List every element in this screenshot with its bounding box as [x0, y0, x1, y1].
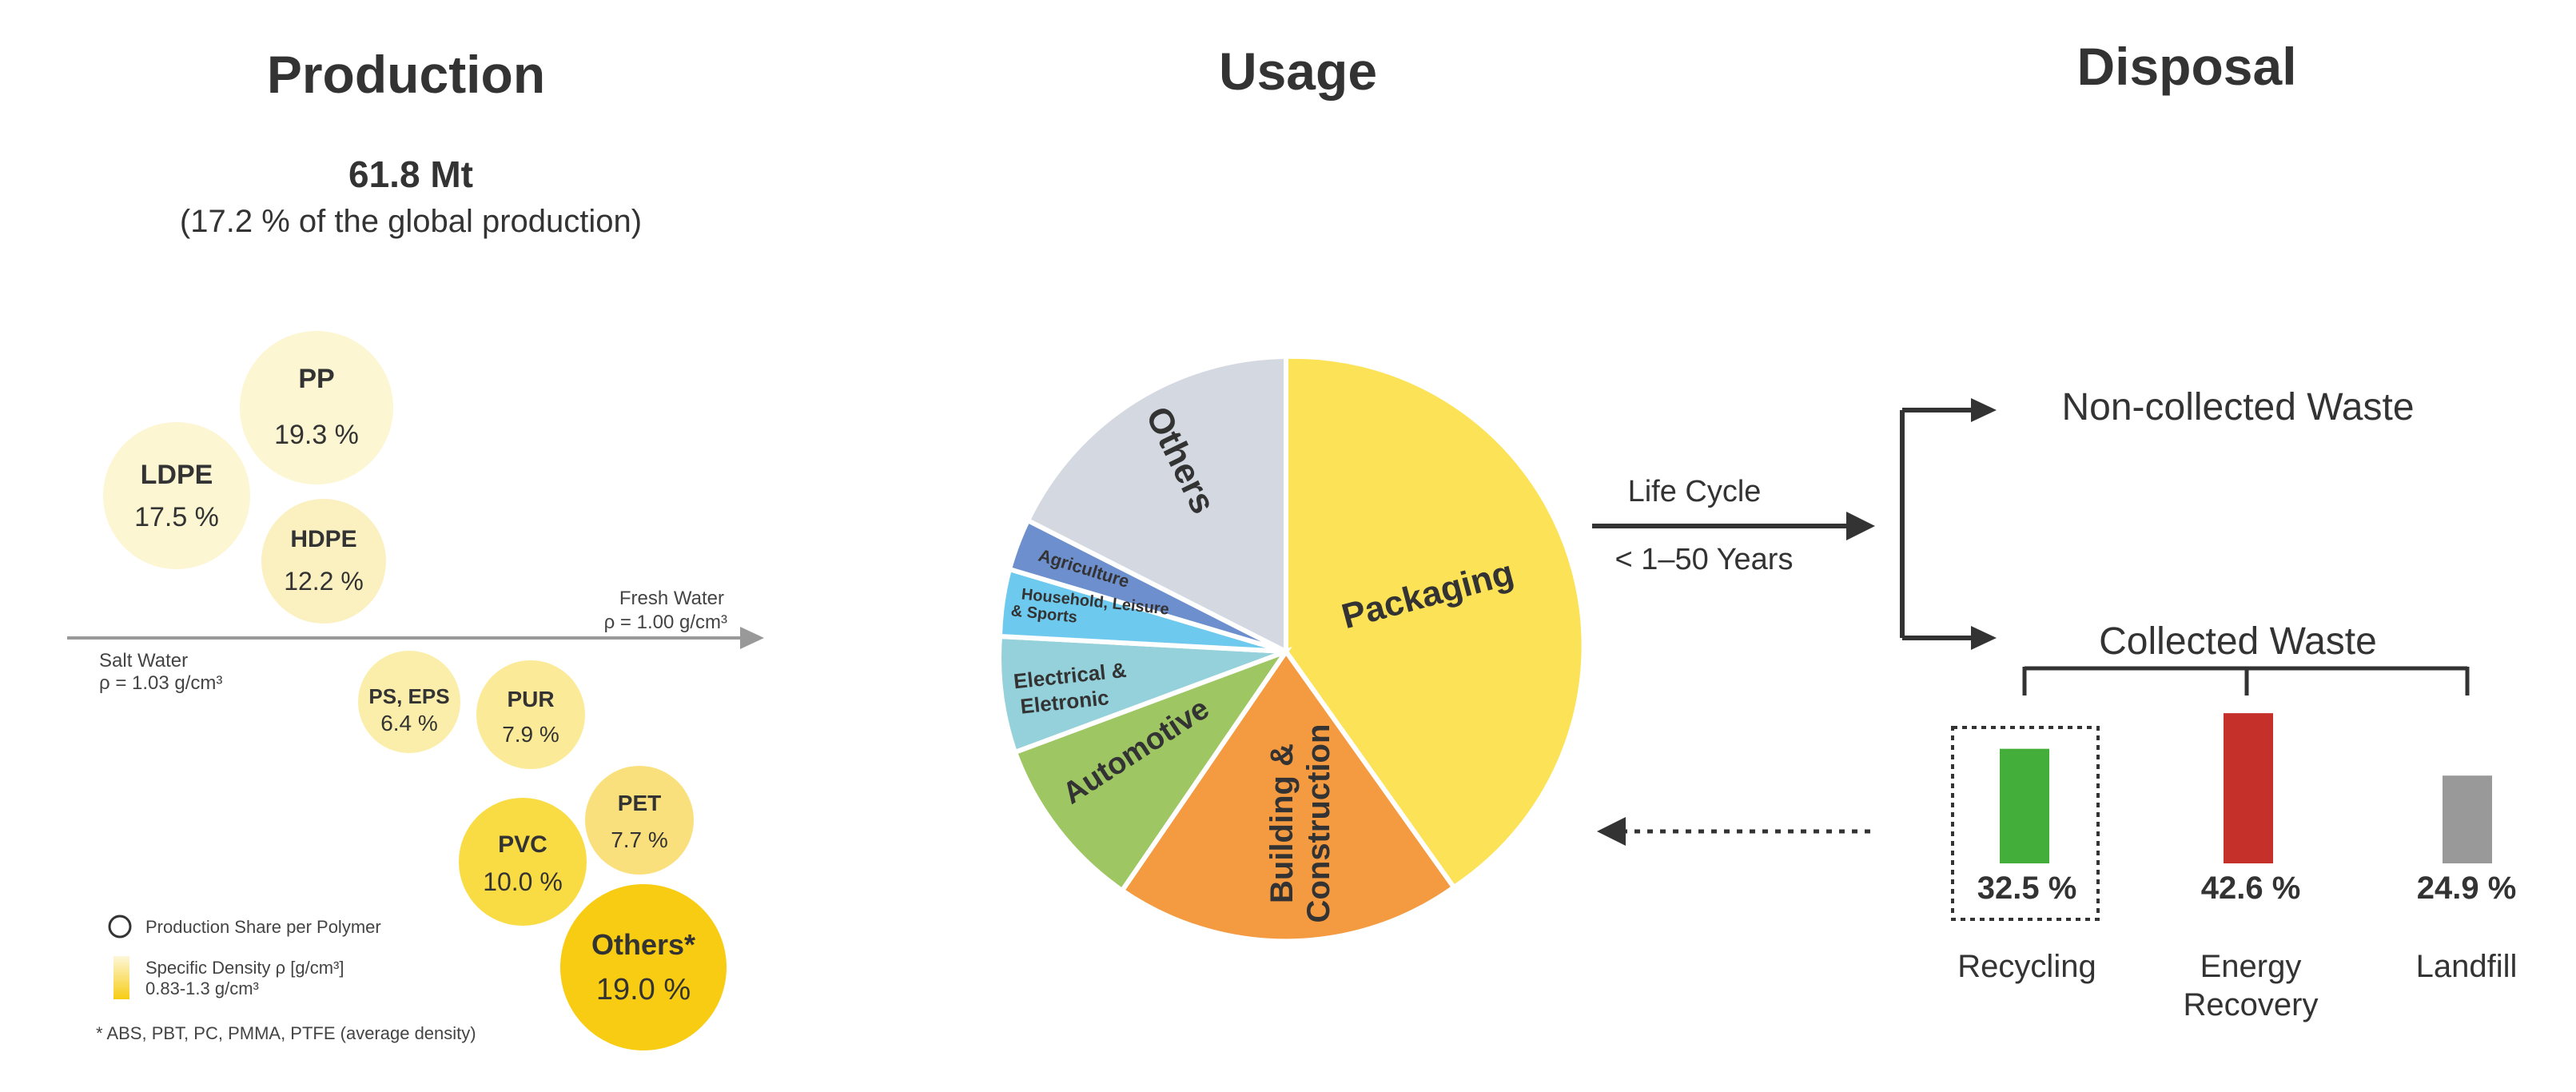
arrow-left-icon	[1597, 817, 1626, 846]
arrow-right-icon	[1971, 626, 1997, 650]
bubble-ldpe: LDPE 17.5 %	[103, 422, 250, 569]
pie-slice-automotive	[1012, 646, 1292, 895]
pie-label-building-construction: Building &Construction	[1264, 724, 1336, 923]
bar-label-recycling: 32.5 %	[1977, 871, 2077, 906]
non-collected-waste-label: Non-collected Waste	[2061, 386, 2414, 428]
arrow-right-icon	[1971, 398, 1997, 422]
pie-slice-building-construction	[1118, 647, 1458, 944]
bar-energy-recovery	[2224, 713, 2273, 863]
bubble-pvc-share: 10.0 %	[483, 867, 563, 896]
bubble-pp-name: PP	[298, 364, 334, 394]
bubble-ps-eps-name: PS, EPS	[368, 684, 449, 708]
bubble-pvc: PVC 10.0 %	[459, 798, 587, 926]
bubble-others-name: Others*	[591, 928, 695, 961]
bubble-pur-name: PUR	[507, 687, 554, 711]
pie-slice-others	[1025, 353, 1288, 656]
life-cycle-arrow	[1592, 512, 1875, 540]
production-title: Production	[267, 45, 545, 104]
bubble-pp-share: 19.3 %	[274, 420, 359, 450]
disposal-title: Disposal	[2076, 37, 2296, 96]
recycling-highlight-box	[1951, 726, 2100, 921]
bubble-pet: PET 7.7 %	[585, 766, 694, 875]
pie-slice-electrical	[997, 633, 1288, 755]
collected-bracket	[2022, 666, 2470, 695]
bubble-ps-eps: PS, EPS 6.4 %	[358, 651, 460, 753]
bubble-pet-share: 7.7 %	[611, 827, 668, 852]
production-total: 61.8 Mt	[348, 153, 473, 195]
salt-water-density: ρ = 1.03 g/cm³	[99, 672, 222, 694]
bubble-ps-eps-share: 6.4 %	[380, 711, 438, 735]
bubble-pur: PUR 7.9 %	[476, 660, 585, 769]
density-gradient-swatch	[113, 956, 129, 999]
circle-legend-icon	[108, 915, 132, 939]
legend-density-range: 0.83-1.3 g/cm³	[145, 978, 259, 998]
collected-waste-label: Collected Waste	[2099, 620, 2377, 663]
bar-label-energy-recovery: 42.6 %	[2201, 871, 2301, 906]
water-density-line	[67, 627, 764, 649]
bubble-pet-name: PET	[618, 791, 661, 815]
production-share: (17.2 % of the global production)	[180, 204, 642, 239]
bubble-others-share: 19.0 %	[596, 973, 691, 1006]
recycling-return-arrow	[1597, 817, 1870, 846]
legend-density-label: Specific Density ρ [g/cm³]	[145, 958, 344, 978]
bar-recycling	[2000, 748, 2049, 863]
bubble-hdpe-name: HDPE	[290, 526, 356, 552]
bar-label-landfill: 24.9 %	[2417, 871, 2517, 906]
bubble-pvc-name: PVC	[498, 831, 547, 858]
split-bracket	[1900, 398, 1997, 650]
bubble-pur-share: 7.9 %	[502, 722, 559, 747]
fresh-water-label: Fresh Water	[619, 588, 724, 609]
salt-water-label: Salt Water	[99, 650, 188, 672]
bubble-hdpe: HDPE 12.2 %	[261, 499, 386, 624]
legend-footnote: * ABS, PBT, PC, PMMA, PTFE (average dens…	[96, 1023, 476, 1043]
life-cycle-years: < 1–50 Years	[1615, 543, 1794, 576]
bubble-ldpe-name: LDPE	[141, 460, 213, 490]
category-recycling: Recycling	[1957, 949, 2096, 984]
category-landfill: Landfill	[2416, 949, 2518, 984]
legend-share-label: Production Share per Polymer	[145, 917, 381, 937]
bar-landfill	[2443, 775, 2492, 863]
usage-title: Usage	[1219, 42, 1377, 101]
life-cycle-label: Life Cycle	[1628, 475, 1762, 508]
bubble-ldpe-share: 17.5 %	[134, 502, 219, 532]
bubble-pp: PP 19.3 %	[240, 331, 393, 484]
fresh-water-density: ρ = 1.00 g/cm³	[604, 612, 727, 633]
usage-pie: Packaging Building &Construction Automot…	[997, 353, 1587, 944]
arrow-right-icon	[1846, 512, 1875, 540]
bubble-others: Others* 19.0 %	[560, 884, 727, 1050]
category-energy-recovery: Energy Recovery	[2184, 949, 2319, 1022]
bubble-hdpe-share: 12.2 %	[284, 567, 364, 596]
arrow-right-icon	[740, 627, 764, 649]
